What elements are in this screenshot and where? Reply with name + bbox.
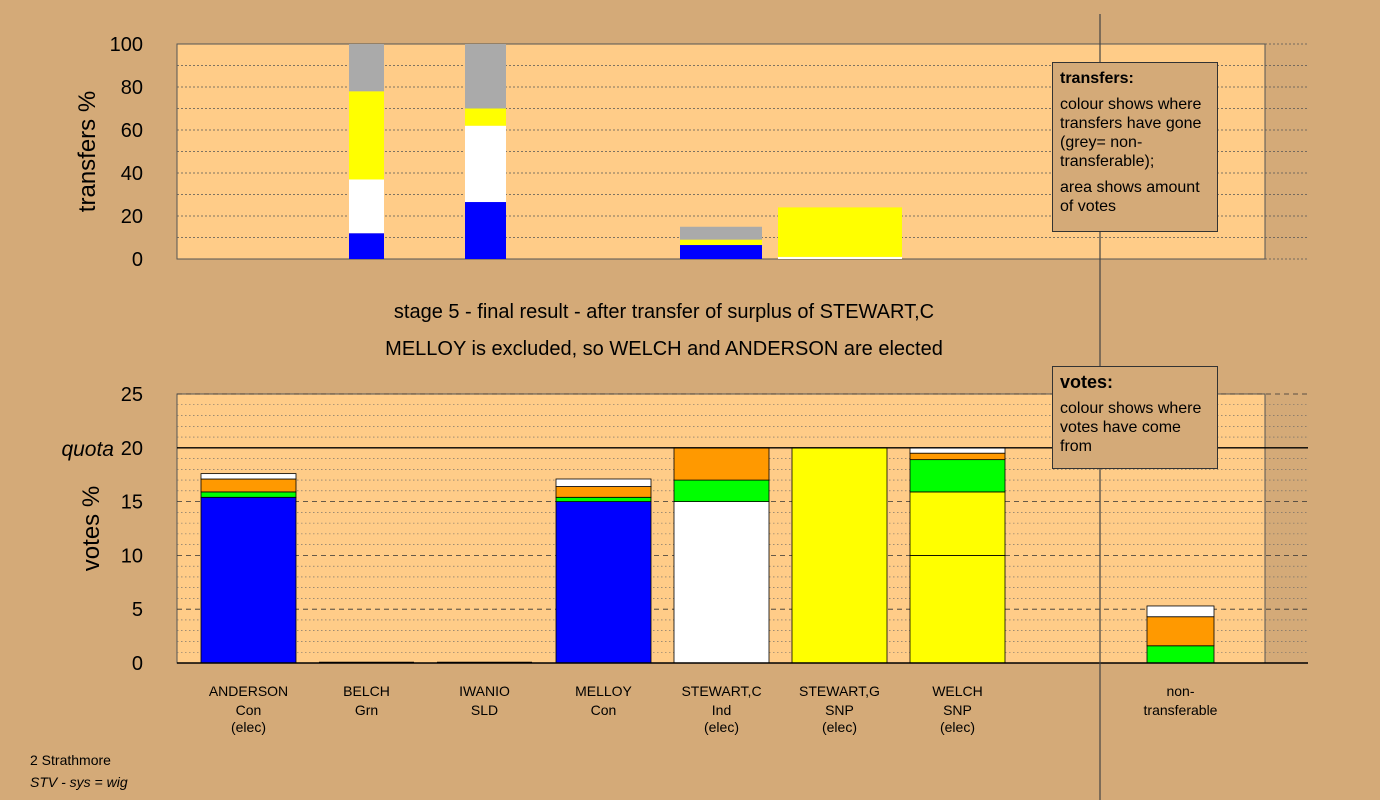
candidate-party: Ind — [712, 702, 731, 718]
candidate-party: Con — [591, 702, 617, 718]
quota-label: quota — [61, 438, 114, 461]
transfer-bar-segment — [778, 207, 902, 257]
transfer-bar-segment — [680, 239, 762, 246]
transfer-bar-segment — [349, 233, 384, 259]
candidate-party: SNP — [825, 702, 854, 718]
transfers-legend-text-1: colour shows where transfers have gone (… — [1060, 96, 1202, 170]
vote-bar-segment — [909, 555, 1006, 664]
transfers-tick-label: 100 — [110, 34, 143, 56]
vote-bar-segment — [1146, 605, 1215, 618]
vote-bar-segment — [673, 501, 770, 664]
transfers-tick-label: 60 — [121, 120, 143, 142]
footer-system: STV - sys = wig — [30, 774, 128, 790]
transfers-tick-label: 80 — [121, 77, 143, 99]
footer-area: 2 Strathmore — [30, 752, 111, 768]
nontransferable-label-2: transferable — [1144, 702, 1218, 718]
transfer-bar-segment — [465, 44, 506, 109]
vote-bar-segment — [909, 452, 1006, 461]
transfer-bar-segment — [465, 202, 506, 259]
candidate-party: Con — [236, 702, 262, 718]
transfer-bar-segment — [349, 179, 384, 234]
vote-bar-segment — [791, 447, 888, 664]
candidate-status: (elec) — [822, 719, 857, 735]
stage-subtitle: MELLOY is excluded, so WELCH and ANDERSO… — [385, 338, 943, 360]
transfer-bar-segment — [778, 256, 902, 259]
candidate-name: MELLOY — [575, 683, 632, 699]
transfer-bar-segment — [465, 125, 506, 203]
transfers-axis-label: transfers % — [74, 91, 101, 212]
vote-bar-segment — [555, 478, 652, 487]
votes-tick-label: 10 — [121, 545, 143, 567]
vote-bar-segment — [1146, 645, 1215, 664]
transfers-tick-label: 0 — [132, 249, 143, 271]
vote-bar-segment — [909, 459, 1006, 493]
candidate-status: (elec) — [231, 719, 266, 735]
transfer-bar-segment — [349, 91, 384, 180]
votes-legend-text: colour shows where votes have come from — [1060, 400, 1202, 455]
candidate-name: STEWART,G — [799, 683, 880, 699]
transfer-bar-segment — [465, 108, 506, 126]
vote-bar-segment — [909, 447, 1006, 454]
vote-bar-segment — [200, 491, 297, 498]
votes-tick-label: 20 — [121, 438, 143, 460]
vote-bar-segment — [555, 501, 652, 664]
candidate-party: Grn — [355, 702, 378, 718]
vote-bar-segment — [200, 496, 297, 664]
vote-bar-segment — [673, 447, 770, 481]
candidate-party: SNP — [943, 702, 972, 718]
vote-bar-segment — [200, 473, 297, 480]
transfer-bar-segment — [680, 245, 762, 259]
candidate-party: SLD — [471, 702, 498, 718]
candidate-status: (elec) — [704, 719, 739, 735]
votes-legend-title: votes: — [1060, 372, 1114, 392]
vote-bar-segment — [555, 486, 652, 498]
transfers-legend-text-2: area shows amount of votes — [1060, 179, 1200, 215]
votes-tick-label: 5 — [132, 599, 143, 621]
vote-bar-segment — [1146, 616, 1215, 647]
transfers-legend-title: transfers: — [1060, 70, 1134, 87]
vote-bar-segment — [200, 478, 297, 493]
transfers-tick-label: 20 — [121, 206, 143, 228]
candidate-name: BELCH — [343, 683, 390, 699]
votes-axis-label: votes % — [78, 486, 105, 571]
vote-bar-segment — [673, 479, 770, 502]
candidate-name: ANDERSON — [209, 683, 288, 699]
stage-title: stage 5 - final result - after transfer … — [393, 301, 935, 323]
votes-tick-label: 0 — [132, 653, 143, 675]
transfers-tick-label: 40 — [121, 163, 143, 185]
votes-tick-label: 15 — [121, 492, 143, 514]
transfers-legend: transfers: colour shows where transfers … — [1052, 62, 1218, 232]
vote-bar-segment — [909, 491, 1006, 556]
candidate-name: STEWART,C — [681, 683, 761, 699]
candidate-name: IWANIO — [459, 683, 510, 699]
transfer-bar-segment — [680, 226, 762, 240]
transfer-bar-segment — [349, 44, 384, 92]
vote-bar-segment — [555, 496, 652, 502]
nontransferable-label-1: non- — [1166, 683, 1194, 699]
candidate-name: WELCH — [932, 683, 983, 699]
candidate-status: (elec) — [940, 719, 975, 735]
votes-legend: votes: colour shows where votes have com… — [1052, 366, 1218, 469]
votes-tick-label: 25 — [121, 384, 143, 406]
